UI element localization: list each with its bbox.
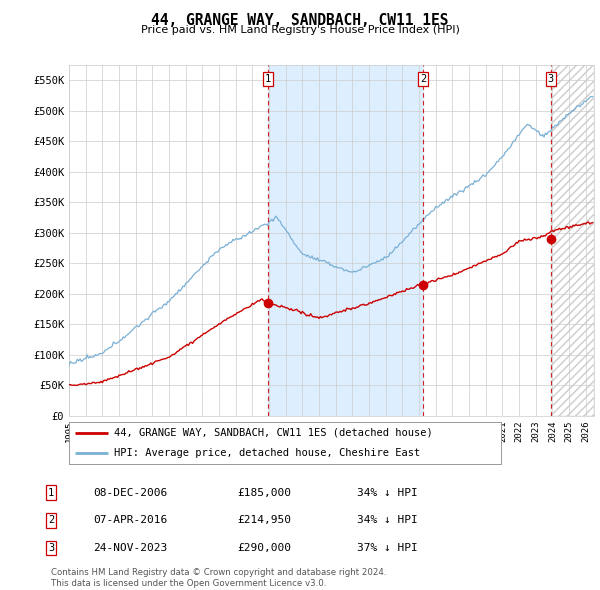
Text: 1: 1 <box>265 74 271 84</box>
Text: 1: 1 <box>48 488 54 497</box>
Bar <box>268 65 424 416</box>
Text: 07-APR-2016: 07-APR-2016 <box>93 516 167 525</box>
Text: 08-DEC-2006: 08-DEC-2006 <box>93 488 167 497</box>
Text: 34% ↓ HPI: 34% ↓ HPI <box>357 488 418 497</box>
Text: 24-NOV-2023: 24-NOV-2023 <box>93 543 167 553</box>
Bar <box>551 65 594 416</box>
Text: Price paid vs. HM Land Registry's House Price Index (HPI): Price paid vs. HM Land Registry's House … <box>140 25 460 35</box>
Text: 34% ↓ HPI: 34% ↓ HPI <box>357 516 418 525</box>
Text: £214,950: £214,950 <box>237 516 291 525</box>
Text: £290,000: £290,000 <box>237 543 291 553</box>
Text: Contains HM Land Registry data © Crown copyright and database right 2024.: Contains HM Land Registry data © Crown c… <box>51 568 386 577</box>
Text: 3: 3 <box>48 543 54 553</box>
Bar <box>551 65 594 416</box>
Text: £185,000: £185,000 <box>237 488 291 497</box>
Text: 3: 3 <box>548 74 554 84</box>
Text: 44, GRANGE WAY, SANDBACH, CW11 1ES (detached house): 44, GRANGE WAY, SANDBACH, CW11 1ES (deta… <box>115 428 433 438</box>
Text: 44, GRANGE WAY, SANDBACH, CW11 1ES: 44, GRANGE WAY, SANDBACH, CW11 1ES <box>151 13 449 28</box>
Text: 37% ↓ HPI: 37% ↓ HPI <box>357 543 418 553</box>
Text: HPI: Average price, detached house, Cheshire East: HPI: Average price, detached house, Ches… <box>115 448 421 458</box>
Text: 2: 2 <box>48 516 54 525</box>
Text: 2: 2 <box>421 74 427 84</box>
Text: This data is licensed under the Open Government Licence v3.0.: This data is licensed under the Open Gov… <box>51 579 326 588</box>
